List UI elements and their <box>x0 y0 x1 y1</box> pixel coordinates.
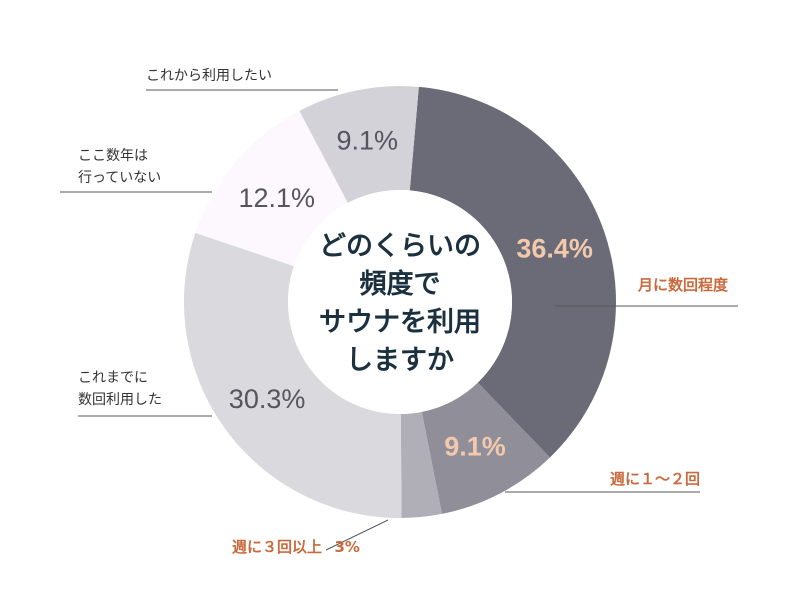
donut-slice <box>409 86 616 458</box>
leader-line <box>325 519 389 551</box>
slice-category-label: 週に３回以上 <box>232 538 322 556</box>
leader-lines <box>60 89 738 551</box>
chart-title-line: サウナを利用 <box>319 307 481 338</box>
donut-hole <box>288 190 512 414</box>
slice-value-label: 36.4% <box>516 233 593 263</box>
slice-category-label: 月に数回程度 <box>637 276 729 294</box>
donut-slice <box>184 232 402 518</box>
chart-title-line: 頻度で <box>360 268 441 300</box>
slice-value-label: 9.1% <box>336 125 398 155</box>
slice-category-label: これまでに <box>78 370 148 386</box>
slice-category-label: 週に１〜２回 <box>610 470 700 488</box>
slice-value-label: 30.3% <box>229 384 306 414</box>
chart-title-line: しますか <box>346 345 454 376</box>
donut-slice <box>195 110 348 267</box>
slice-value-label: 9.1% <box>444 432 506 462</box>
donut-slice <box>421 382 550 514</box>
chart-title-line: どのくらいの <box>319 231 481 262</box>
slice-category-label: 数回利用した <box>78 392 162 408</box>
slice-category-label: これから利用したい <box>146 68 272 84</box>
slice-category-label: ここ数年は <box>78 148 148 164</box>
slice-value-label: 12.1% <box>238 183 315 213</box>
donut-slice <box>299 86 419 203</box>
slice-category-label: 行っていない <box>78 170 161 186</box>
donut-slice <box>400 411 442 518</box>
slice-value-label: 3% <box>324 538 360 556</box>
donut-slices <box>184 86 616 518</box>
slice-value-labels: 36.4% 9.1% 30.3% 12.1% 9.1% <box>229 125 593 461</box>
